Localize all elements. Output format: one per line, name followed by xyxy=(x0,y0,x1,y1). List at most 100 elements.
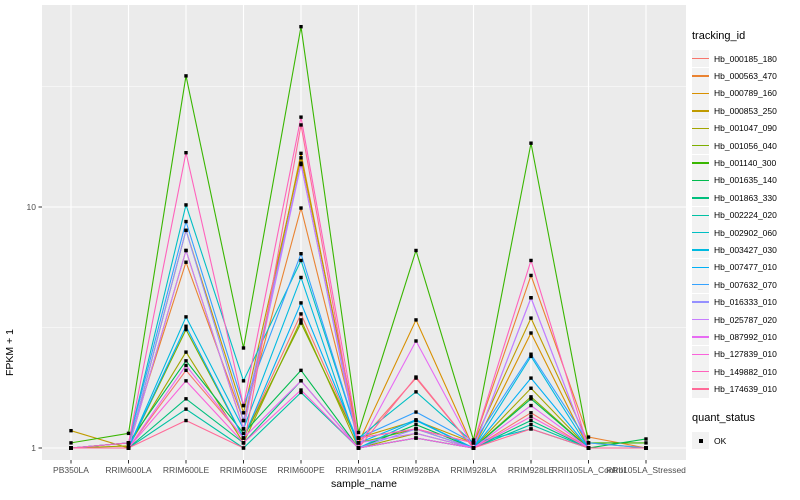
legend-key xyxy=(692,224,709,242)
legend-key xyxy=(692,154,709,172)
data-point xyxy=(529,258,533,263)
data-point xyxy=(299,258,303,263)
data-point xyxy=(529,395,533,399)
data-point xyxy=(586,441,591,445)
y-tick-label: 10 xyxy=(27,202,37,212)
data-point xyxy=(126,444,131,448)
data-point xyxy=(299,379,303,383)
data-point xyxy=(184,327,188,332)
data-point xyxy=(414,422,418,427)
data-point xyxy=(69,428,73,433)
legend-item-label: Hb_000563_470 xyxy=(714,71,777,82)
legend-key xyxy=(692,171,709,189)
legend-item: Hb_002224_020 xyxy=(692,206,800,224)
legend-item-label: OK xyxy=(714,435,727,446)
data-point xyxy=(299,275,303,280)
data-point xyxy=(529,354,533,359)
legend-item: Hb_007477_010 xyxy=(692,258,800,276)
legend-key xyxy=(692,67,709,85)
legend-key-line xyxy=(692,266,709,269)
data-point xyxy=(299,24,303,29)
legend-item-label: Hb_007477_010 xyxy=(714,262,777,273)
legend-key-line xyxy=(692,284,709,286)
x-tick-label: RRIM600PE xyxy=(277,465,325,475)
data-point xyxy=(299,312,303,316)
data-point xyxy=(414,339,418,343)
legend-key-line xyxy=(692,75,709,77)
data-point xyxy=(299,318,303,322)
legend-quant-items: OK xyxy=(692,432,800,449)
legend-key-line xyxy=(692,162,709,164)
data-point xyxy=(356,436,361,440)
legend-item-label: Hb_001635_140 xyxy=(714,175,777,186)
data-point xyxy=(529,403,533,408)
legend-item: Hb_007632_070 xyxy=(692,276,800,294)
data-point xyxy=(241,427,246,431)
plot-panel xyxy=(42,5,686,460)
data-point xyxy=(414,390,418,394)
data-point xyxy=(184,228,188,233)
data-point xyxy=(299,388,303,392)
data-point xyxy=(529,141,533,145)
data-point xyxy=(184,407,188,411)
legend-item: Hb_000789_160 xyxy=(692,84,800,102)
y-axis-title: FPKM + 1 xyxy=(4,329,16,376)
data-point xyxy=(241,346,246,350)
legend-item-label: Hb_016333_010 xyxy=(714,297,777,308)
data-point xyxy=(471,446,476,450)
data-point xyxy=(529,316,533,320)
data-point xyxy=(184,203,188,207)
legend-key-line xyxy=(692,144,709,147)
data-point xyxy=(529,296,533,300)
x-tick-label: RRIM928LA xyxy=(450,465,497,475)
legend-key-line xyxy=(692,110,709,112)
legend-item-quant: OK xyxy=(692,432,800,449)
data-point xyxy=(241,441,246,445)
legend-item: Hb_001047_090 xyxy=(692,119,800,137)
legend-item: Hb_000853_250 xyxy=(692,102,800,120)
data-point xyxy=(299,321,303,325)
data-point xyxy=(529,397,533,401)
legend-key-line xyxy=(692,127,709,129)
data-point xyxy=(356,446,361,450)
legend-item-label: Hb_087992_010 xyxy=(714,331,777,342)
legend-key xyxy=(692,102,709,120)
data-point xyxy=(184,350,188,354)
data-point xyxy=(69,441,73,445)
legend-key-line xyxy=(692,353,709,356)
data-point xyxy=(299,206,303,210)
legend-key xyxy=(692,50,709,68)
legend-item: Hb_001863_330 xyxy=(692,189,800,207)
x-tick-label: RRIM600LA xyxy=(105,465,152,475)
legend-tracking-items: Hb_000185_180 Hb_000563_470 Hb_000789_160 H… xyxy=(692,50,800,398)
x-tick-label: RRIM600SE xyxy=(220,465,268,475)
legend-key xyxy=(692,345,709,363)
data-point xyxy=(414,248,418,253)
legend-key-line xyxy=(692,301,709,303)
legend-key-line xyxy=(692,231,709,234)
legend-key-line xyxy=(692,388,709,390)
legend-item-label: Hb_001863_330 xyxy=(714,192,777,203)
legend-item-label: Hb_000185_180 xyxy=(714,53,777,64)
data-point xyxy=(529,418,533,423)
legend-item-label: Hb_003427_030 xyxy=(714,244,777,255)
x-tick-label: RRIM928BA xyxy=(392,465,440,475)
legend-key-line xyxy=(692,336,709,338)
data-point xyxy=(184,219,188,224)
data-point xyxy=(184,324,188,328)
legend-item-label: Hb_002902_060 xyxy=(714,227,777,238)
legend-item-label: Hb_001140_300 xyxy=(714,158,777,169)
data-point xyxy=(241,436,246,440)
legend-key xyxy=(692,380,709,398)
data-point xyxy=(241,379,246,383)
data-point xyxy=(529,411,533,415)
legend-item: Hb_016333_010 xyxy=(692,293,800,311)
x-tick-label: RRII105LA_Stressed xyxy=(606,465,686,475)
legend-key-line xyxy=(692,197,709,199)
legend-item: Hb_003427_030 xyxy=(692,241,800,259)
data-point xyxy=(184,379,188,383)
legend-key xyxy=(692,241,709,259)
legend-item: Hb_174639_010 xyxy=(692,380,800,398)
data-point xyxy=(414,418,418,422)
legend-item-label: Hb_127839_010 xyxy=(714,349,777,360)
